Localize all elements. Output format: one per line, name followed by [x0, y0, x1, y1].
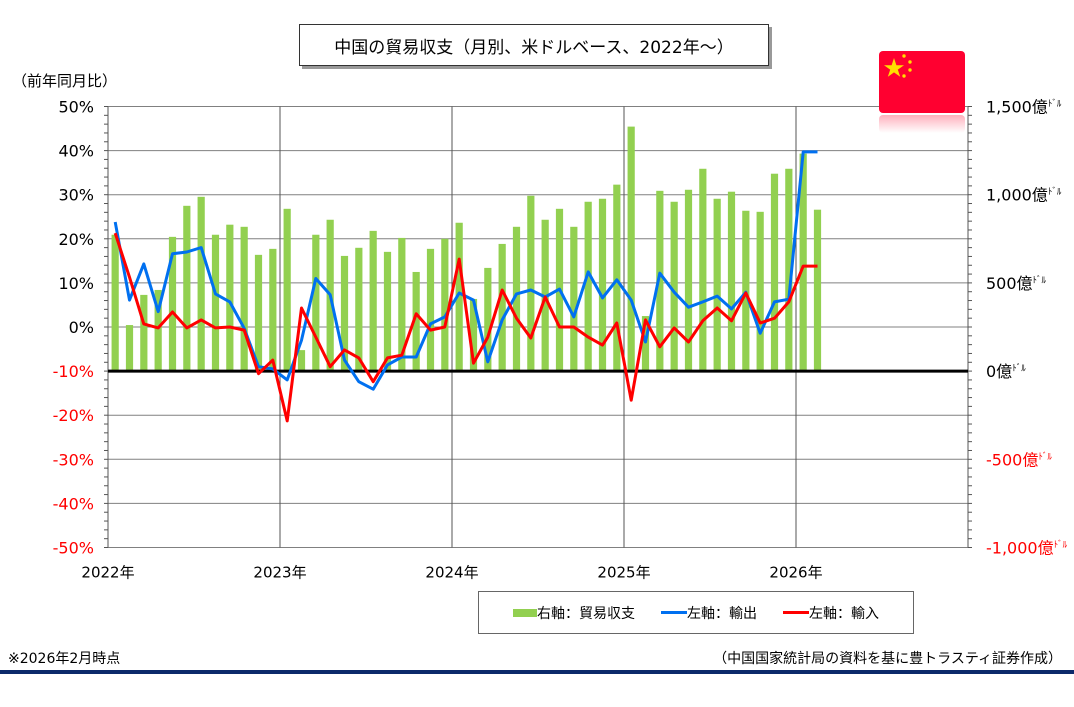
- right-axis-tick-label: 500億ﾄﾞﾙ: [986, 274, 1047, 293]
- legend-swatch-bar: [513, 608, 537, 617]
- legend-item-exports: 左軸：輸出: [661, 603, 757, 623]
- left-axis-tick-label: 20%: [58, 230, 94, 249]
- bar-trade-balance: [111, 234, 119, 372]
- right-axis-unit: ﾄﾞﾙ: [1054, 540, 1068, 551]
- bar-trade-balance: [484, 267, 492, 372]
- bar-trade-balance: [297, 350, 306, 372]
- left-axis-unit-label: （前年同月比）: [12, 72, 118, 90]
- right-axis-unit: ﾄﾞﾙ: [1048, 187, 1062, 198]
- bar-trade-balance: [154, 289, 162, 372]
- left-axis-tick-label: 40%: [58, 142, 94, 161]
- x-axis-tick-label: 2022年: [81, 564, 134, 582]
- bar-trade-balance: [168, 236, 177, 372]
- right-axis-unit: ﾄﾞﾙ: [1033, 275, 1047, 286]
- bar-trade-balance: [699, 168, 707, 372]
- bar-trade-balance: [269, 248, 277, 372]
- chart-legend: 右軸：貿易収支 左軸：輸出 左軸：輸入: [478, 591, 914, 634]
- bar-trade-balance: [398, 237, 406, 372]
- bar-trade-balance: [426, 248, 435, 372]
- legend-label: 右軸：貿易収支: [537, 605, 635, 622]
- bar-trade-balance: [770, 173, 779, 372]
- bar-trade-balance: [455, 222, 463, 372]
- left-axis-tick-label: -30%: [53, 450, 94, 469]
- right-axis-unit: ﾄﾞﾙ: [1048, 99, 1062, 110]
- bar-trade-balance: [340, 255, 349, 372]
- left-axis-tick-label: -10%: [53, 362, 94, 381]
- x-axis-tick-label: 2026年: [769, 564, 822, 582]
- x-axis-tick-label: 2023年: [253, 564, 306, 582]
- china-flag-icon: [879, 51, 965, 113]
- bar-trade-balance: [527, 195, 535, 372]
- bar-trade-balance: [412, 271, 420, 372]
- bar-trade-balance: [570, 226, 578, 372]
- bar-trade-balance: [240, 226, 248, 372]
- bar-trade-balance: [670, 201, 678, 372]
- legend-item-imports: 左軸：輸入: [783, 603, 879, 623]
- legend-label: 左軸：輸出: [687, 605, 757, 622]
- bar-trade-balance: [369, 230, 377, 372]
- footnote: ※2026年2月時点: [8, 651, 121, 667]
- right-axis-tick-label: 1,500億ﾄﾞﾙ: [986, 98, 1062, 117]
- x-axis-tick-label: 2024年: [425, 564, 478, 582]
- x-axis-tick-label: 2025年: [597, 564, 650, 582]
- bar-trade-balance: [598, 198, 607, 372]
- left-axis-tick-label: -40%: [53, 494, 94, 513]
- source-note: （中国国家統計局の資料を基に豊トラスティ証券作成）: [713, 651, 1062, 667]
- bar-trade-balance: [799, 153, 807, 372]
- right-axis-tick-label: -1,000億ﾄﾞﾙ: [986, 539, 1068, 558]
- bar-trade-balance: [713, 198, 721, 372]
- bar-trade-balance: [197, 196, 205, 372]
- right-axis-tick-label: -500億ﾄﾞﾙ: [986, 450, 1052, 469]
- bar-trade-balance: [641, 316, 650, 372]
- right-axis-tick-label: 1,000億ﾄﾞﾙ: [986, 186, 1062, 205]
- bar-trade-balance: [183, 205, 191, 372]
- chart-title: 中国の貿易収支（月別、米ドルベース、2022年～）: [299, 24, 769, 66]
- footer-rule: [0, 670, 1074, 674]
- bar-trade-balance: [469, 298, 478, 372]
- bar-trade-balance: [656, 190, 664, 372]
- legend-item-trade-balance: 右軸：貿易収支: [513, 603, 635, 623]
- bar-trade-balance: [211, 234, 220, 372]
- bar-trade-balance: [512, 226, 521, 372]
- bar-trade-balance: [684, 189, 693, 372]
- left-axis-tick-label: 30%: [58, 186, 94, 205]
- left-axis-tick-label: 10%: [58, 274, 94, 293]
- bar-trade-balance: [283, 208, 291, 372]
- bar-trade-balance: [226, 224, 234, 372]
- flag-reflection: [879, 115, 965, 133]
- bar-trade-balance: [813, 209, 822, 372]
- bar-trade-balance: [140, 294, 148, 372]
- line-imports: [113, 232, 818, 423]
- left-axis-tick-label: 50%: [58, 98, 94, 117]
- bar-trade-balance: [584, 201, 592, 372]
- bar-trade-balance: [756, 211, 764, 372]
- bar-trade-balance: [627, 126, 635, 372]
- bar-trade-balance: [498, 243, 506, 372]
- right-axis-tick-label: 0億ﾄﾞﾙ: [986, 362, 1026, 381]
- bar-trade-balance: [254, 254, 263, 372]
- bar-trade-balance: [441, 238, 449, 372]
- line-exports: [113, 150, 818, 391]
- legend-swatch-line: [783, 611, 809, 614]
- right-axis-unit: ﾄﾞﾙ: [1038, 451, 1052, 462]
- right-axis-unit: ﾄﾞﾙ: [1012, 363, 1026, 374]
- left-axis-tick-label: -20%: [53, 406, 94, 425]
- bar-trade-balance: [355, 247, 363, 372]
- bar-trade-balance: [312, 234, 320, 372]
- legend-swatch-line: [661, 611, 687, 614]
- bar-trade-balance: [785, 168, 793, 372]
- bar-trade-balance: [383, 251, 392, 372]
- bar-trade-balance: [727, 191, 736, 372]
- legend-label: 左軸：輸入: [809, 605, 879, 622]
- left-axis-tick-label: -50%: [53, 539, 94, 558]
- bar-trade-balance: [613, 184, 621, 372]
- left-axis-tick-label: 0%: [69, 318, 94, 337]
- bar-trade-balance: [125, 325, 134, 372]
